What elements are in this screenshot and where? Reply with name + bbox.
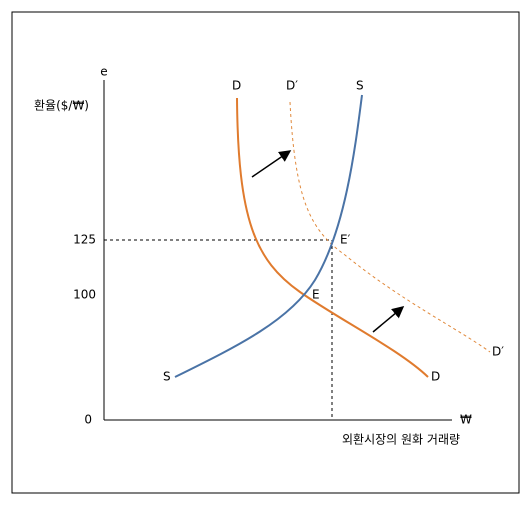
shift-arrow bbox=[251, 150, 292, 178]
curve-label: S bbox=[356, 79, 364, 93]
shift-arrow bbox=[372, 306, 405, 333]
y-tick-label: 125 bbox=[73, 233, 96, 247]
frame bbox=[11, 11, 520, 494]
curve-label: D′ bbox=[286, 79, 298, 93]
point-label: E bbox=[312, 288, 320, 302]
curve-label: D bbox=[431, 370, 440, 384]
y-tick-label: 0 bbox=[84, 413, 92, 427]
curve-label: S bbox=[163, 370, 171, 384]
y-axis-symbol: e bbox=[100, 65, 107, 79]
x-axis-label: 외환시장의 원화 거래량 bbox=[342, 433, 460, 447]
x-axis-symbol: ₩ bbox=[460, 413, 472, 427]
y-tick-label: 100 bbox=[73, 288, 96, 302]
point-label: E′ bbox=[340, 233, 351, 247]
d-prime-curve bbox=[289, 101, 491, 353]
s-curve bbox=[174, 94, 363, 378]
y-axis-label: 환율($/₩) bbox=[34, 99, 89, 113]
d-curve bbox=[236, 97, 429, 378]
curve-label: D bbox=[232, 79, 241, 93]
curve-label: D′ bbox=[492, 345, 504, 359]
